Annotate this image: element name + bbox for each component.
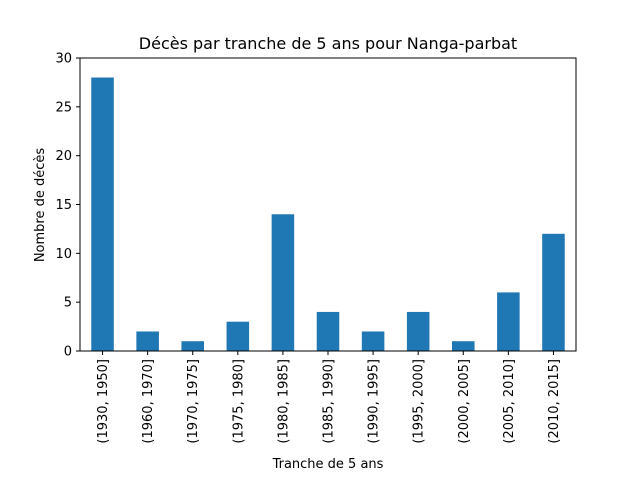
x-tick-label: (1930, 1950] xyxy=(96,359,111,444)
x-tick-label: (1990, 1995] xyxy=(367,359,382,444)
bar xyxy=(136,331,159,351)
x-tick-label: (2000, 2005] xyxy=(457,359,472,444)
y-axis: 0 5 10 15 20 25 30 xyxy=(55,52,80,360)
x-tick-label: (1985, 1990] xyxy=(322,359,337,444)
y-tick-label: 20 xyxy=(55,149,72,164)
y-tick-label: 15 xyxy=(55,198,72,213)
y-tick-label: 5 xyxy=(64,296,72,311)
bar xyxy=(542,233,565,351)
bar xyxy=(361,331,385,351)
y-tick-label: 10 xyxy=(55,247,72,262)
x-axis: (1930, 1950] (1960, 1970] (1970, 1975] (197… xyxy=(96,351,562,444)
bar xyxy=(316,311,340,351)
x-tick-label: (1995, 2000] xyxy=(412,359,427,444)
x-axis-label: Tranche de 5 ans xyxy=(272,457,384,472)
bars-group xyxy=(91,77,565,352)
bar xyxy=(452,341,475,351)
plot-frame xyxy=(79,57,577,352)
x-tick-label: (1960, 1970] xyxy=(141,359,156,444)
y-tick-label: 0 xyxy=(64,345,72,360)
x-tick-label: (1975, 1980] xyxy=(231,359,246,444)
x-tick-label: (2005, 2010] xyxy=(502,359,517,444)
bar xyxy=(497,292,520,351)
bar xyxy=(406,311,430,351)
chart-title: Décès par tranche de 5 ans pour Nanga-pa… xyxy=(139,34,517,53)
x-tick-label: (2010, 2015] xyxy=(547,359,562,444)
bar xyxy=(271,214,295,351)
y-tick-label: 30 xyxy=(55,52,72,67)
bar xyxy=(91,77,114,352)
bar xyxy=(181,341,204,351)
y-tick-label: 25 xyxy=(55,100,72,115)
x-tick-label: (1980, 1985] xyxy=(276,359,291,444)
y-axis-label: Nombre de décès xyxy=(33,148,48,263)
x-tick-label: (1970, 1975] xyxy=(186,359,201,444)
bar xyxy=(226,321,250,351)
